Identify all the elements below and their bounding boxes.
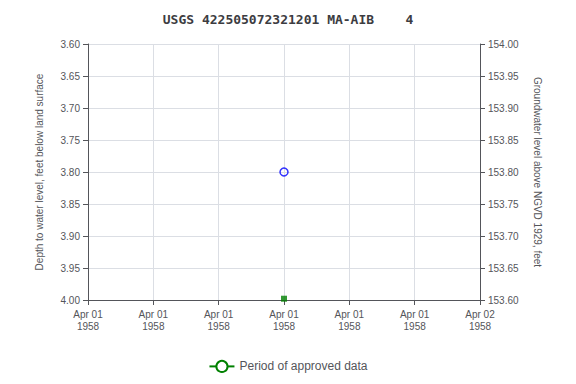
svg-text:3.80: 3.80 bbox=[61, 167, 81, 178]
svg-text:3.90: 3.90 bbox=[61, 231, 81, 242]
svg-text:1958: 1958 bbox=[208, 321, 231, 332]
svg-text:153.80: 153.80 bbox=[488, 167, 519, 178]
svg-text:4.00: 4.00 bbox=[61, 295, 81, 306]
svg-text:1958: 1958 bbox=[404, 321, 427, 332]
svg-text:3.95: 3.95 bbox=[61, 263, 81, 274]
svg-text:153.90: 153.90 bbox=[488, 103, 519, 114]
svg-text:Apr 01: Apr 01 bbox=[139, 309, 169, 320]
svg-text:USGS 422505072321201 MA-AIB: USGS 422505072321201 MA-AIB 4 bbox=[163, 12, 414, 27]
svg-text:Apr 01: Apr 01 bbox=[400, 309, 430, 320]
svg-text:153.85: 153.85 bbox=[488, 135, 519, 146]
svg-text:153.75: 153.75 bbox=[488, 199, 519, 210]
svg-text:Apr 01: Apr 01 bbox=[335, 309, 365, 320]
svg-text:Apr 01: Apr 01 bbox=[73, 309, 103, 320]
svg-text:3.65: 3.65 bbox=[61, 71, 81, 82]
svg-text:153.95: 153.95 bbox=[488, 71, 519, 82]
svg-text:1958: 1958 bbox=[77, 321, 100, 332]
svg-text:Apr 02: Apr 02 bbox=[465, 309, 495, 320]
svg-text:1958: 1958 bbox=[469, 321, 492, 332]
svg-text:Apr 01: Apr 01 bbox=[204, 309, 234, 320]
svg-text:1958: 1958 bbox=[273, 321, 296, 332]
svg-text:1958: 1958 bbox=[338, 321, 361, 332]
svg-text:Apr 01: Apr 01 bbox=[269, 309, 299, 320]
svg-text:3.85: 3.85 bbox=[61, 199, 81, 210]
svg-text:Groundwater level above NGVD 1: Groundwater level above NGVD 1929, feet bbox=[532, 77, 543, 267]
svg-text:3.70: 3.70 bbox=[61, 103, 81, 114]
svg-text:154.00: 154.00 bbox=[488, 39, 519, 50]
svg-text:153.70: 153.70 bbox=[488, 231, 519, 242]
svg-text:3.60: 3.60 bbox=[61, 39, 81, 50]
svg-text:153.60: 153.60 bbox=[488, 295, 519, 306]
svg-text:Period of approved data: Period of approved data bbox=[239, 359, 367, 373]
svg-text:3.75: 3.75 bbox=[61, 135, 81, 146]
svg-text:Depth to water level, feet bel: Depth to water level, feet below land su… bbox=[34, 73, 45, 270]
svg-text:153.65: 153.65 bbox=[488, 263, 519, 274]
svg-text:1958: 1958 bbox=[142, 321, 165, 332]
